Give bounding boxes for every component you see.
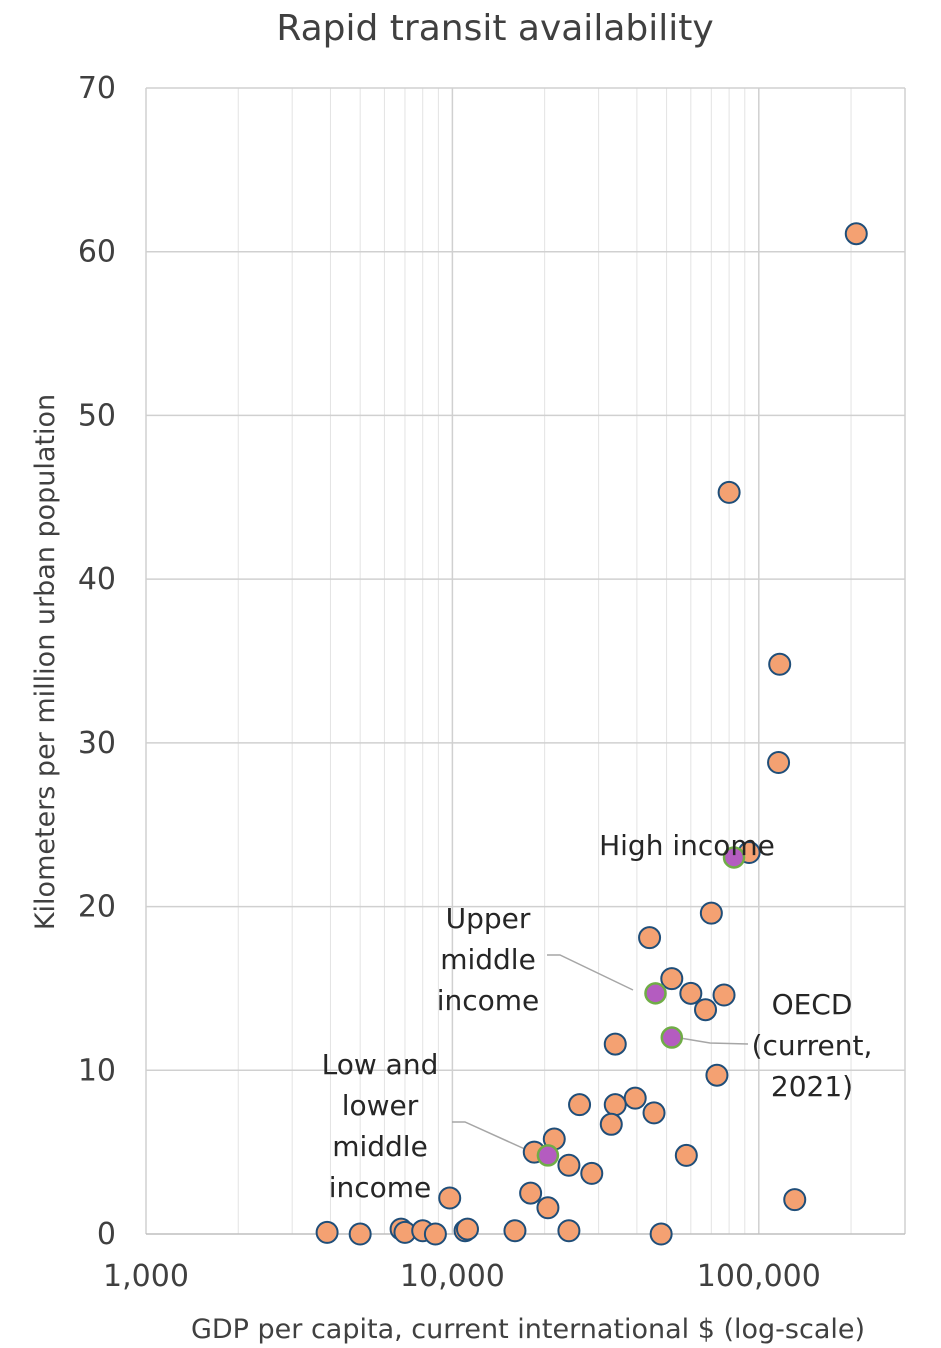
country-point: [455, 1217, 479, 1241]
country-point: [603, 1032, 627, 1056]
annotations: High income Upper middle income OECD (current…: [322, 829, 873, 1204]
country-point: [503, 1219, 527, 1243]
annotation-label: OECD (current, 2021): [752, 988, 873, 1103]
y-tick-label: 30: [78, 726, 116, 761]
country-point: [638, 926, 662, 950]
grid: [145, 87, 906, 1235]
chart-title: Rapid transit availability: [276, 8, 713, 49]
annotation-label: High income: [599, 829, 775, 862]
income-group-point: [536, 1144, 560, 1167]
y-axis-label: Kilometers per million urban population: [30, 394, 61, 930]
y-tick-label: 70: [78, 71, 116, 106]
country-point: [679, 981, 703, 1005]
country-point: [699, 901, 723, 925]
country-point: [844, 222, 868, 246]
annotation-leader-line: [547, 954, 634, 991]
country-point: [660, 967, 684, 991]
country-point: [705, 1063, 729, 1087]
country-point: [623, 1086, 647, 1110]
y-tick-label: 50: [78, 398, 116, 433]
income-group-point: [722, 846, 746, 869]
x-axis-label: GDP per capita, current international $ …: [191, 1314, 865, 1345]
country-point: [717, 480, 741, 504]
axes: 0 10 20 30 40 50 60 70 1,000 10,000 100,000: [78, 71, 821, 1294]
country-point: [674, 1143, 698, 1167]
country-point: [423, 1222, 447, 1246]
country-point: [649, 1222, 673, 1246]
y-tick-label: 40: [78, 562, 116, 597]
country-point: [438, 1186, 462, 1210]
data-points: [315, 222, 868, 1246]
country-point: [642, 1101, 666, 1125]
annotation-leader-line: [452, 1121, 528, 1151]
country-point: [557, 1153, 581, 1177]
country-point: [557, 1219, 581, 1243]
country-point: [348, 1222, 372, 1246]
country-point: [712, 983, 736, 1007]
country-point: [767, 751, 791, 775]
country-point: [599, 1112, 623, 1136]
country-point: [694, 998, 718, 1022]
annotation-label: Upper middle income: [437, 902, 540, 1017]
country-point: [603, 1093, 627, 1117]
y-tick-label: 0: [97, 1217, 116, 1252]
country-point: [568, 1093, 592, 1117]
country-point: [315, 1220, 339, 1244]
income-group-point: [644, 982, 667, 1005]
x-tick-label: 10,000: [400, 1259, 505, 1294]
y-tick-label: 10: [78, 1053, 116, 1088]
annotation-label: Low and lower middle income: [322, 1048, 439, 1204]
y-tick-label: 20: [78, 890, 116, 925]
country-point: [768, 652, 792, 676]
country-point: [580, 1161, 604, 1185]
x-tick-label: 100,000: [697, 1259, 821, 1294]
country-point: [536, 1196, 560, 1220]
y-tick-label: 60: [78, 235, 116, 270]
country-point: [519, 1181, 543, 1205]
income-group-point: [660, 1026, 684, 1049]
x-tick-label: 1,000: [103, 1259, 189, 1294]
country-point: [783, 1188, 807, 1212]
